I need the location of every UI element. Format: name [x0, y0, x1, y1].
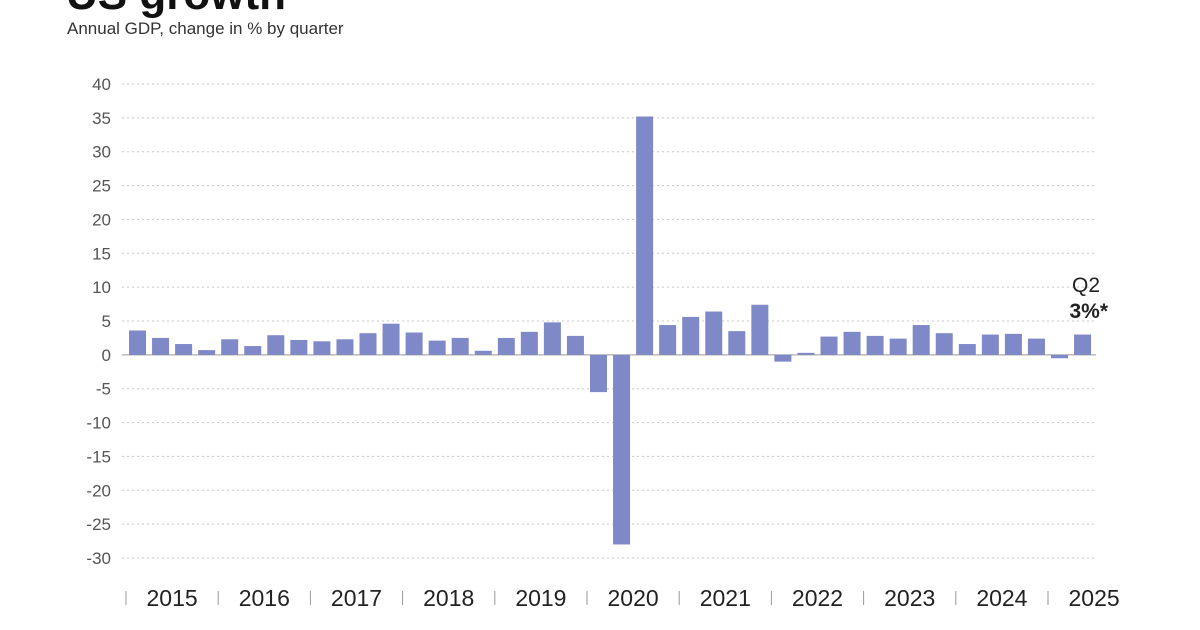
x-tick-label: 2022	[792, 585, 843, 611]
bar	[152, 337, 170, 355]
y-tick-label: 5	[102, 312, 111, 331]
bar	[566, 335, 584, 355]
latest-annotation: Q2 3%*	[1069, 274, 1108, 323]
y-tick-label: 15	[92, 244, 111, 263]
bar	[981, 334, 999, 355]
bar	[751, 304, 769, 355]
annotation-quarter: Q2	[1072, 274, 1100, 297]
y-tick-label: 0	[102, 346, 111, 365]
x-tick-label: 2016	[239, 585, 290, 611]
bar	[1051, 354, 1068, 359]
x-tick-label: 2019	[515, 585, 566, 611]
bar	[728, 331, 746, 355]
bar	[636, 116, 654, 355]
y-tick-label: 40	[92, 75, 111, 94]
bar	[474, 350, 492, 355]
bar	[451, 337, 469, 355]
bar	[889, 338, 907, 355]
x-tick-label: 2021	[700, 585, 751, 611]
bar	[659, 325, 677, 355]
bar	[774, 354, 792, 362]
bar	[129, 330, 146, 355]
x-tick-label: 2025	[1069, 585, 1120, 611]
y-tick-label: -30	[86, 549, 111, 568]
bar	[405, 332, 423, 355]
y-tick-label: -5	[96, 380, 111, 399]
bar	[866, 335, 884, 355]
y-tick-label: 30	[92, 143, 111, 162]
bar	[336, 339, 354, 355]
bar	[520, 331, 538, 355]
bar	[543, 322, 561, 355]
bar	[359, 333, 377, 355]
bar	[613, 354, 631, 545]
y-tick-label: -10	[86, 414, 111, 433]
y-axis-ticks: 40 35 30 25 20 15 10 5 0 -5 -10 -15 -20 -25 -30	[86, 75, 111, 568]
gridlines	[122, 83, 1096, 559]
bar	[682, 316, 700, 355]
bars	[129, 116, 1092, 545]
chart-subtitle: Annual GDP, change in % by quarter	[67, 19, 344, 38]
bar	[935, 333, 953, 355]
bar	[705, 311, 723, 355]
y-tick-label: -15	[86, 447, 111, 466]
bar	[290, 339, 308, 355]
x-tick-label: 2017	[331, 585, 382, 611]
x-tick-label: 2015	[147, 585, 198, 611]
bar	[313, 341, 331, 355]
y-tick-label: 10	[92, 278, 111, 297]
x-tick-label: 2020	[608, 585, 659, 611]
bar	[267, 335, 285, 355]
bar	[244, 346, 262, 355]
y-tick-label: -20	[86, 481, 111, 500]
bar	[175, 344, 193, 355]
bar	[497, 337, 515, 355]
x-tick-label: 2018	[423, 585, 474, 611]
bar	[843, 331, 861, 355]
bar	[382, 323, 400, 355]
bar	[590, 354, 607, 393]
bar	[820, 336, 838, 355]
chart-title: US growth	[66, 0, 286, 20]
bar	[1004, 333, 1022, 355]
y-tick-label: 20	[92, 210, 111, 229]
bar	[912, 325, 930, 355]
y-tick-label: -25	[86, 515, 111, 534]
bar	[198, 350, 216, 355]
y-tick-label: 35	[92, 109, 111, 128]
y-tick-label: 25	[92, 177, 111, 196]
x-tick-label: 2023	[884, 585, 935, 611]
bar	[797, 352, 815, 355]
bar	[221, 339, 239, 355]
annotation-value: 3%*	[1069, 300, 1108, 323]
bar	[1027, 338, 1045, 355]
bar	[1074, 334, 1092, 355]
x-axis: 2015 2016 2017 2018 2019 2020 2021 2022 2023 2024…	[125, 585, 1120, 611]
x-tick-label: 2024	[976, 585, 1027, 611]
bar	[958, 344, 976, 355]
bar	[428, 340, 446, 355]
